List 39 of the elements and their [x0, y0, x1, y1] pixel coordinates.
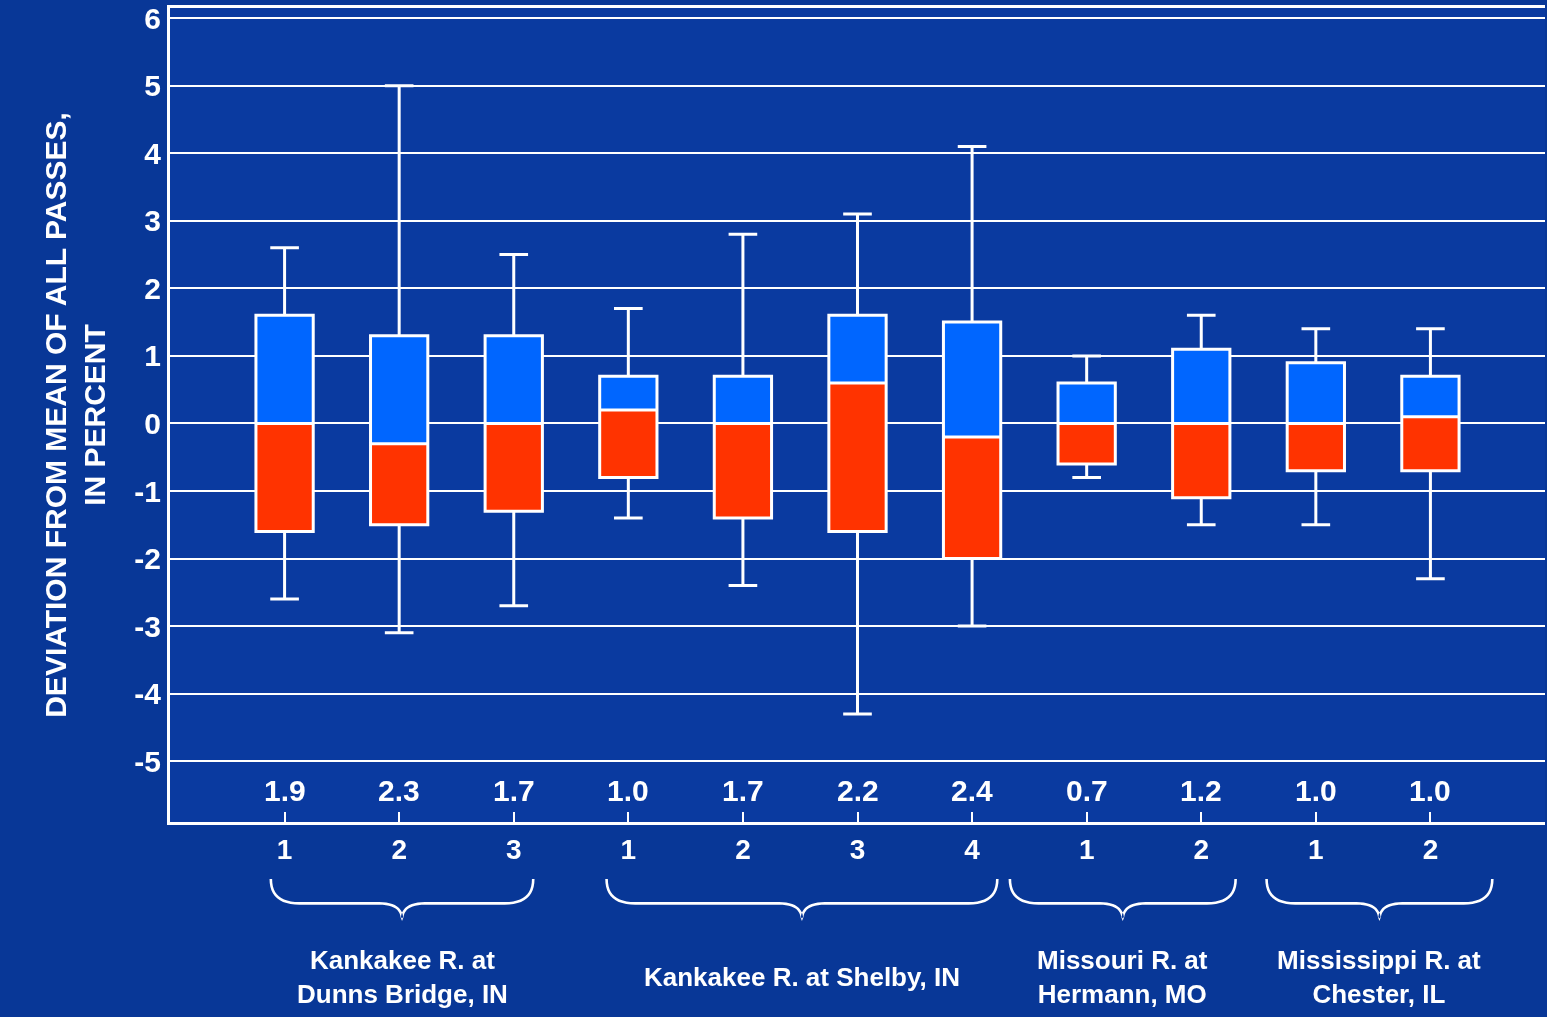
y-tick-label: 6 [144, 1, 161, 35]
text: Mississippi R. at Chester, IL [1277, 945, 1482, 1009]
y-tick-label: 2 [144, 271, 161, 305]
x-tick-label: 1 [1078, 833, 1095, 865]
text: 2.3 [378, 774, 420, 807]
x-tick-label: 2 [1422, 833, 1439, 865]
text: 2.2 [837, 774, 879, 807]
text: Missouri R. at Hermann, MO [1037, 945, 1208, 1009]
text: 2.4 [951, 774, 993, 807]
text: 1.0 [1295, 774, 1337, 807]
y-tick-label: -4 [134, 677, 162, 711]
y-tick-label: -5 [134, 744, 161, 778]
text: 1.9 [264, 774, 306, 807]
text: 1.7 [493, 774, 535, 807]
x-tick-label: 1 [1308, 833, 1324, 865]
text: 1.7 [722, 774, 764, 807]
y-tick-label: -3 [134, 609, 161, 643]
x-tick-label: 2 [735, 833, 751, 865]
x-tick-label: 2 [391, 833, 407, 865]
x-tick-label: 1 [620, 833, 637, 865]
text: 1.0 [1409, 774, 1451, 807]
y-tick-label: -2 [134, 542, 161, 576]
text: 1.0 [607, 774, 649, 807]
text: 0.7 [1066, 774, 1108, 807]
x-tick-label: 1 [276, 833, 293, 865]
y-tick-label: 1 [144, 339, 161, 373]
x-tick-label: 3 [505, 833, 522, 865]
x-tick-label: 4 [964, 833, 981, 865]
y-tick-label: -1 [134, 474, 161, 508]
y-tick-label: 0 [144, 406, 161, 440]
y-tick-label: 4 [144, 136, 162, 170]
y-tick-label: 5 [144, 69, 161, 103]
y-axis-title: DEVIATION FROM MEAN OF ALL PASSES, IN PERCENT [39, 112, 112, 718]
text: Kankakee R. at Dunns Bridge, IN [297, 945, 508, 1009]
y-tick-label: 3 [144, 204, 161, 238]
text: Kankakee R. at Shelby, IN [644, 962, 960, 992]
text: 1.2 [1180, 774, 1222, 807]
x-tick-label: 3 [849, 833, 866, 865]
x-tick-label: 2 [1193, 833, 1210, 865]
